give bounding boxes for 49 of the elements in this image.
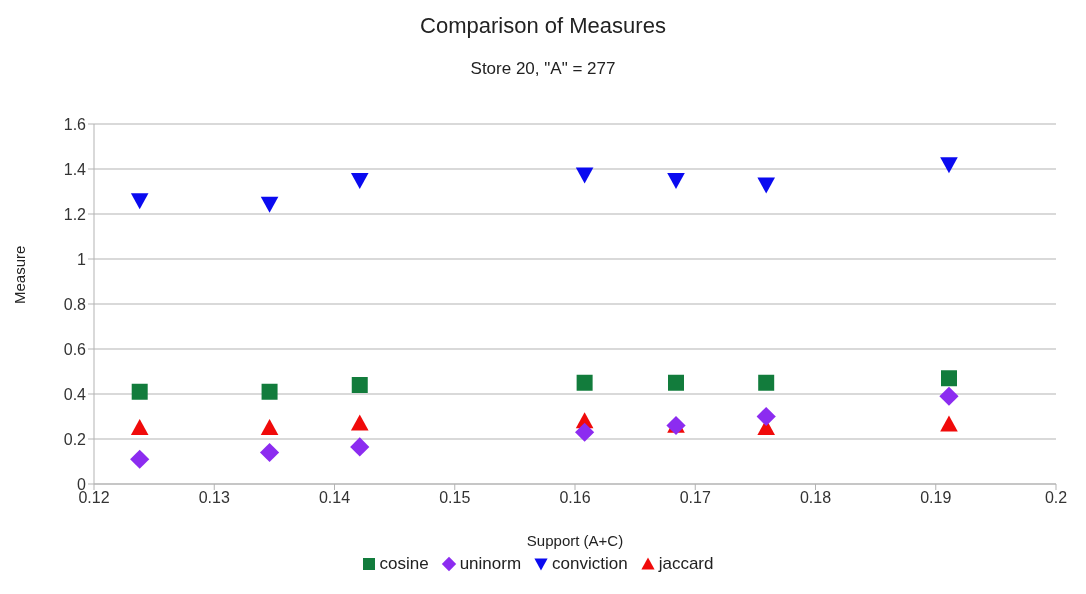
point xyxy=(576,374,593,391)
y-tick-label: 1.2 xyxy=(63,205,87,223)
y-tick-label: 0.4 xyxy=(63,385,87,403)
point xyxy=(575,422,595,442)
point xyxy=(939,386,959,406)
x-tick-label: 0.14 xyxy=(318,489,351,507)
x-axis-title: Support (A+C) xyxy=(526,532,624,549)
y-tick-label: 1.6 xyxy=(63,115,87,133)
point xyxy=(260,418,279,435)
x-tick-label: 0.18 xyxy=(799,489,832,507)
point xyxy=(940,157,958,174)
x-tick-label: 0.17 xyxy=(679,489,711,507)
chart-title: Comparison of Measures xyxy=(419,12,667,40)
x-tick-label: 0.16 xyxy=(559,489,591,507)
chart-subtitle: Store 20, "A" = 277 xyxy=(469,58,617,80)
y-axis-title: Measure xyxy=(11,245,29,304)
legend-label: jaccard xyxy=(657,554,714,574)
point xyxy=(940,370,957,387)
y-tick-label: 0.8 xyxy=(63,295,87,313)
x-tick-label: 0.19 xyxy=(920,489,952,507)
x-tick-label: 0.13 xyxy=(198,489,230,507)
point xyxy=(259,442,280,463)
point xyxy=(261,383,278,400)
point xyxy=(668,374,685,391)
point xyxy=(350,437,370,457)
x-tick-label: 0.12 xyxy=(78,489,110,507)
x-tick-label: 0.15 xyxy=(439,489,471,507)
point xyxy=(260,196,279,213)
point xyxy=(351,377,368,393)
point xyxy=(130,193,149,210)
point xyxy=(758,374,775,391)
point xyxy=(350,173,369,190)
point xyxy=(130,418,149,435)
y-tick-label: 1.4 xyxy=(63,160,87,178)
point xyxy=(940,415,958,432)
legend-label: cosine xyxy=(378,554,429,574)
y-tick-label: 0.6 xyxy=(63,340,87,358)
y-tick-label: 0.2 xyxy=(63,430,87,448)
point xyxy=(667,173,685,190)
point xyxy=(350,414,369,431)
legend-label: uninorm xyxy=(458,554,522,574)
x-tick-label: 0.2 xyxy=(1044,489,1068,507)
point xyxy=(756,406,776,427)
y-tick-label: 1 xyxy=(77,250,87,268)
point xyxy=(130,449,150,469)
point xyxy=(757,177,775,194)
point xyxy=(575,167,594,184)
point xyxy=(131,383,148,400)
legend-label: conviction xyxy=(551,554,628,574)
